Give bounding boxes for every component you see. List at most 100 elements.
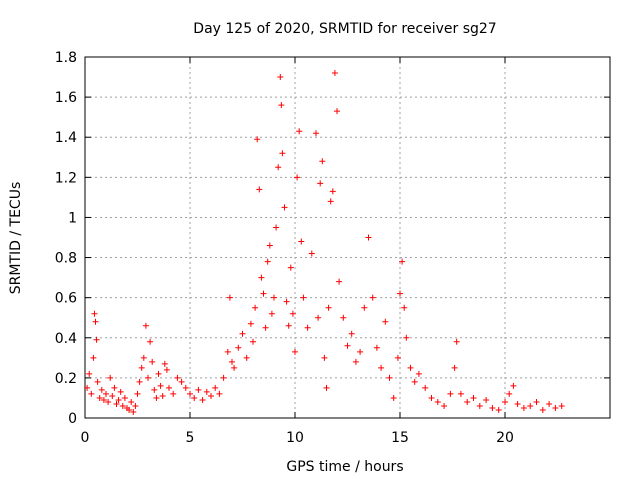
data-point: [231, 364, 238, 371]
data-point: [533, 398, 540, 405]
data-point: [155, 370, 162, 377]
data-point: [308, 250, 315, 257]
data-point: [434, 398, 441, 405]
plot-frame: [84, 56, 611, 419]
data-point: [117, 388, 124, 395]
data-point: [348, 330, 355, 337]
data-point: [321, 354, 328, 361]
y-tick-label: 0.4: [55, 331, 77, 347]
data-point: [281, 204, 288, 211]
data-point: [361, 304, 368, 311]
y-axis-label: SRMTID / TECUs: [8, 182, 24, 295]
data-point: [397, 290, 403, 297]
data-point: [153, 394, 160, 401]
data-point: [327, 198, 334, 205]
data-point: [264, 258, 271, 265]
data-point: [558, 402, 565, 409]
data-point: [344, 342, 351, 349]
y-tick-label: 0: [68, 411, 77, 427]
data-point: [142, 322, 149, 329]
y-tick-label: 1.8: [55, 50, 77, 66]
data-point: [520, 404, 527, 411]
chart-title: Day 125 of 2020, SRMTID for receiver sg2…: [193, 21, 496, 37]
data-point: [334, 108, 340, 115]
data-point: [92, 318, 99, 325]
data-point: [258, 274, 265, 281]
data-point: [357, 348, 364, 355]
data-point: [84, 384, 91, 391]
data-point: [271, 294, 277, 301]
data-point: [203, 388, 210, 395]
data-point: [489, 404, 496, 411]
y-tick-label: 0.6: [55, 291, 77, 307]
data-point: [151, 386, 158, 393]
data-point: [506, 390, 513, 397]
data-point: [277, 74, 284, 81]
data-point: [514, 400, 521, 407]
data-point: [323, 384, 330, 391]
data-point: [149, 358, 156, 365]
data-point: [296, 128, 303, 135]
data-point: [273, 224, 280, 231]
grid: [85, 57, 610, 418]
data-point: [300, 294, 307, 301]
data-point: [98, 386, 105, 393]
data-point: [166, 384, 172, 391]
y-tick-label: 1.4: [55, 130, 77, 146]
data-point: [191, 394, 198, 401]
data-point: [86, 370, 93, 377]
data-point: [382, 318, 389, 325]
data-point: [315, 314, 322, 321]
data-point: [212, 384, 219, 391]
x-tick-label: 5: [186, 430, 195, 446]
data-point: [115, 396, 122, 403]
data-point: [365, 234, 372, 241]
y-tick-label: 0.8: [55, 251, 77, 267]
data-point: [224, 348, 231, 355]
data-point: [140, 354, 147, 361]
data-point: [279, 150, 286, 157]
x-tick-label: 15: [391, 430, 409, 446]
data-point: [294, 174, 301, 181]
data-point: [121, 394, 128, 401]
data-point: [546, 400, 553, 407]
data-point: [256, 186, 263, 193]
data-point: [268, 310, 275, 317]
data-point: [93, 336, 100, 343]
data-point: [319, 158, 326, 165]
data-point: [91, 310, 98, 317]
data-point: [539, 406, 546, 413]
data-point: [278, 102, 285, 109]
data-point: [527, 402, 534, 409]
data-point: [373, 344, 380, 351]
data-point: [340, 314, 347, 321]
data-point: [239, 330, 246, 337]
data-point: [352, 358, 359, 365]
data-point: [254, 136, 261, 143]
data-point: [147, 338, 154, 345]
data-point: [390, 394, 397, 401]
data-point: [331, 70, 338, 77]
axis-ticks: [84, 56, 610, 419]
y-tick-label: 0.2: [55, 371, 77, 387]
data-point: [369, 294, 376, 301]
y-tick-label: 1.6: [55, 90, 77, 106]
data-point: [235, 344, 242, 351]
data-point: [96, 394, 103, 401]
data-point: [317, 180, 324, 187]
data-point: [422, 384, 429, 391]
data-point: [128, 398, 135, 405]
data-point: [403, 334, 410, 341]
data-point: [109, 392, 116, 399]
data-point: [313, 130, 319, 137]
data-point: [90, 354, 97, 361]
data-point: [159, 392, 166, 399]
data-point: [138, 364, 145, 371]
data-point: [220, 374, 227, 381]
data-point: [441, 402, 448, 409]
data-point: [157, 382, 164, 389]
data-point: [199, 396, 206, 403]
data-point: [145, 374, 151, 381]
data-point: [483, 396, 490, 403]
data-point: [552, 404, 559, 411]
